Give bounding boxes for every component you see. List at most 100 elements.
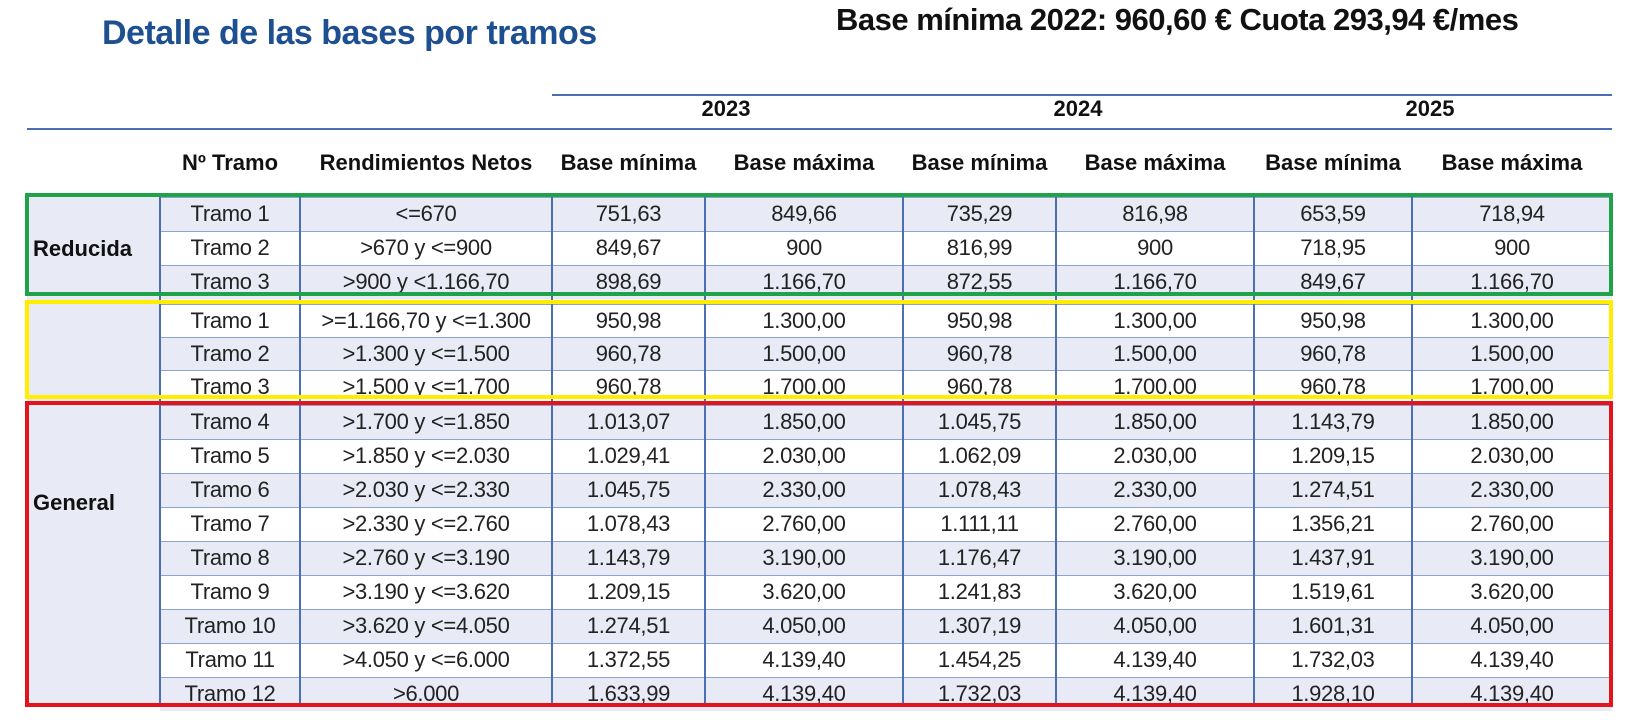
value-cell: 1.078,43: [903, 473, 1056, 507]
row-divider: [160, 231, 1612, 232]
column-divider: [551, 197, 553, 707]
row-divider: [160, 473, 1612, 474]
value-cell: 1.732,03: [903, 677, 1056, 711]
value-cell: 1.500,00: [705, 337, 903, 371]
value-cell: 2.760,00: [1412, 507, 1612, 541]
value-cell: 1.166,70: [1056, 265, 1254, 299]
rendimientos-cell: >3.190 y <=3.620: [300, 575, 552, 609]
value-cell: 900: [705, 231, 903, 265]
rendimientos-cell: >2.330 y <=2.760: [300, 507, 552, 541]
tramo-cell: Tramo 11: [160, 643, 300, 677]
value-cell: 1.045,75: [903, 405, 1056, 439]
rendimientos-cell: >2.760 y <=3.190: [300, 541, 552, 575]
colhead-2023-base-min: Base mínima: [560, 150, 697, 175]
value-cell: 2.030,00: [1056, 439, 1254, 473]
column-divider: [159, 197, 161, 707]
value-cell: 1.013,07: [552, 405, 705, 439]
value-cell: 2.030,00: [705, 439, 903, 473]
colhead-rendimientos: Rendimientos Netos: [319, 150, 533, 175]
rendimientos-cell: >6.000: [300, 677, 552, 711]
value-cell: 1.062,09: [903, 439, 1056, 473]
row-divider: [160, 609, 1612, 610]
value-cell: 4.139,40: [1056, 677, 1254, 711]
value-cell: 1.078,43: [552, 507, 705, 541]
value-cell: 1.166,70: [1412, 265, 1612, 299]
row-divider: [160, 677, 1612, 678]
group-label-reducida: Reducida: [33, 236, 133, 261]
value-cell: 4.139,40: [1412, 677, 1612, 711]
row-divider: [160, 304, 1612, 305]
tramo-cell: Tramo 3: [160, 370, 300, 404]
value-cell: 4.139,40: [705, 643, 903, 677]
colhead-2024-base-min: Base mínima: [911, 150, 1048, 175]
value-cell: 849,66: [705, 197, 903, 231]
value-cell: 2.330,00: [1412, 473, 1612, 507]
value-cell: 1.500,00: [1056, 337, 1254, 371]
value-cell: 4.139,40: [1412, 643, 1612, 677]
value-cell: 2.030,00: [1412, 439, 1612, 473]
rendimientos-cell: >=1.166,70 y <=1.300: [300, 304, 552, 338]
value-cell: 960,78: [1254, 337, 1412, 371]
value-cell: 1.454,25: [903, 643, 1056, 677]
value-cell: 718,95: [1254, 231, 1412, 265]
value-cell: 751,63: [552, 197, 705, 231]
value-cell: 898,69: [552, 265, 705, 299]
colhead-2024-base-max: Base máxima: [1084, 150, 1226, 175]
rendimientos-cell: >1.700 y <=1.850: [300, 405, 552, 439]
colhead-2023-base-max: Base máxima: [733, 150, 875, 175]
row-divider: [160, 541, 1612, 542]
tramo-cell: Tramo 10: [160, 609, 300, 643]
value-cell: 4.050,00: [1412, 609, 1612, 643]
value-cell: 960,78: [552, 337, 705, 371]
value-cell: 1.045,75: [552, 473, 705, 507]
column-divider: [1055, 197, 1057, 707]
value-cell: 1.850,00: [1056, 405, 1254, 439]
value-cell: 900: [1412, 231, 1612, 265]
rendimientos-cell: >3.620 y <=4.050: [300, 609, 552, 643]
colhead-tramo: Nº Tramo: [181, 150, 279, 175]
value-cell: 1.500,00: [1412, 337, 1612, 371]
rendimientos-cell: >2.030 y <=2.330: [300, 473, 552, 507]
row-divider: [160, 507, 1612, 508]
value-cell: 1.307,19: [903, 609, 1056, 643]
tramo-cell: Tramo 6: [160, 473, 300, 507]
value-cell: 3.190,00: [1412, 541, 1612, 575]
value-cell: 1.166,70: [705, 265, 903, 299]
value-cell: 1.850,00: [1412, 405, 1612, 439]
value-cell: 1.356,21: [1254, 507, 1412, 541]
value-cell: 2.760,00: [705, 507, 903, 541]
tramo-cell: Tramo 4: [160, 405, 300, 439]
value-cell: 1.700,00: [705, 370, 903, 404]
value-cell: 1.519,61: [1254, 575, 1412, 609]
value-cell: 1.176,47: [903, 541, 1056, 575]
value-cell: 1.029,41: [552, 439, 705, 473]
tramo-cell: Tramo 2: [160, 231, 300, 265]
column-divider: [299, 197, 301, 707]
value-cell: 1.143,79: [1254, 405, 1412, 439]
value-cell: 4.050,00: [1056, 609, 1254, 643]
value-cell: 1.209,15: [552, 575, 705, 609]
value-cell: 2.330,00: [1056, 473, 1254, 507]
value-cell: 960,78: [552, 370, 705, 404]
value-cell: 1.732,03: [1254, 643, 1412, 677]
group-label-general: General: [33, 490, 115, 515]
value-cell: 3.620,00: [1412, 575, 1612, 609]
year-2025: 2025: [1405, 96, 1455, 121]
value-cell: 1.633,99: [552, 677, 705, 711]
tramo-cell: Tramo 1: [160, 197, 300, 231]
rendimientos-cell: >1.300 y <=1.500: [300, 337, 552, 371]
rendimientos-cell: >1.500 y <=1.700: [300, 370, 552, 404]
column-divider: [1411, 197, 1413, 707]
row-divider: [160, 197, 1612, 198]
value-cell: 950,98: [1254, 304, 1412, 338]
value-cell: 1.274,51: [552, 609, 705, 643]
value-cell: 1.209,15: [1254, 439, 1412, 473]
column-divider: [704, 197, 706, 707]
value-cell: 960,78: [1254, 370, 1412, 404]
row-divider: [160, 575, 1612, 576]
value-cell: 950,98: [552, 304, 705, 338]
tramo-cell: Tramo 3: [160, 265, 300, 299]
tramo-cell: Tramo 9: [160, 575, 300, 609]
value-cell: 900: [1056, 231, 1254, 265]
group-label-column: [27, 197, 160, 707]
